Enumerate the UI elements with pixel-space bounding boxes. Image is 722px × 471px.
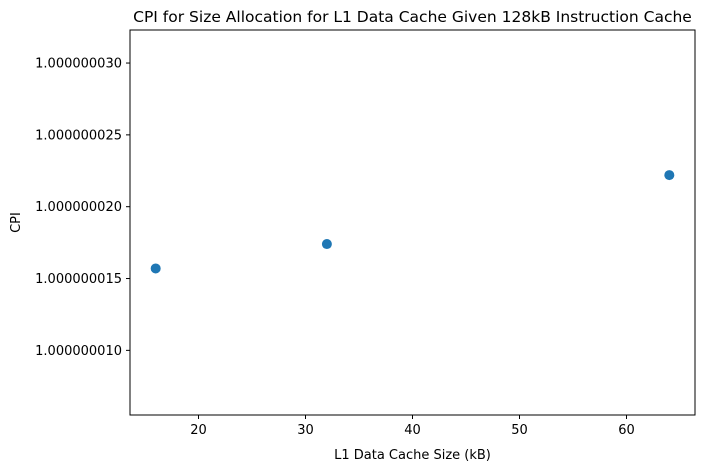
- data-point: [664, 170, 675, 181]
- x-tick-label: 30: [297, 423, 314, 438]
- x-axis-label: L1 Data Cache Size (kB): [334, 448, 491, 463]
- axes: [129, 29, 696, 416]
- data-point: [321, 239, 332, 250]
- plot-frame: [129, 29, 696, 416]
- y-tick-label: 1.000000030: [35, 57, 122, 72]
- data-points: [150, 170, 675, 274]
- x-tick-label: 40: [404, 423, 421, 438]
- y-tick-label: 1.000000025: [35, 128, 122, 143]
- x-tick-label: 20: [190, 423, 207, 438]
- x-axis-ticks: 20 30 40 50 60: [190, 415, 635, 438]
- y-tick-label: 1.000000015: [35, 272, 122, 287]
- y-tick-label: 1.000000020: [35, 200, 122, 215]
- y-axis-label: CPI: [9, 212, 24, 233]
- data-point: [150, 263, 161, 274]
- x-tick-label: 60: [618, 423, 635, 438]
- x-tick-label: 50: [511, 423, 528, 438]
- y-axis-ticks: 1.000000010 1.000000015 1.000000020 1.00000…: [35, 57, 130, 359]
- chart-title: CPI for Size Allocation for L1 Data Cach…: [133, 8, 692, 26]
- y-tick-label: 1.000000010: [35, 344, 122, 359]
